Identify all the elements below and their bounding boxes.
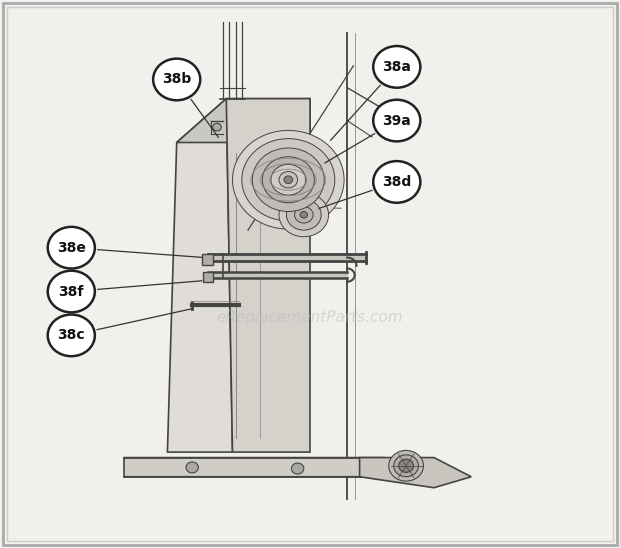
Circle shape [373,161,420,203]
Circle shape [284,176,293,184]
Circle shape [394,455,418,477]
Circle shape [48,271,95,312]
Polygon shape [167,99,232,452]
Circle shape [48,315,95,356]
Circle shape [286,199,321,230]
Circle shape [48,227,95,269]
Circle shape [242,139,335,221]
FancyBboxPatch shape [202,254,213,265]
Circle shape [252,148,324,212]
Circle shape [279,193,329,237]
Circle shape [279,172,298,188]
Circle shape [373,100,420,141]
Circle shape [186,462,198,473]
Circle shape [373,46,420,88]
Circle shape [153,59,200,100]
Text: 38d: 38d [382,175,412,189]
Polygon shape [226,99,310,452]
Polygon shape [124,458,422,477]
Text: eReplacementParts.com: eReplacementParts.com [216,310,404,326]
FancyBboxPatch shape [203,272,213,282]
Circle shape [389,450,423,481]
Circle shape [232,130,344,229]
Text: 38c: 38c [58,328,85,342]
Text: 38a: 38a [383,60,411,74]
Circle shape [294,207,313,223]
Circle shape [291,463,304,474]
Circle shape [213,123,221,131]
Text: 39a: 39a [383,113,411,128]
Text: 38e: 38e [57,241,86,255]
Circle shape [262,157,314,203]
Text: 38f: 38f [59,284,84,299]
Circle shape [399,459,414,472]
Text: 38b: 38b [162,72,192,87]
Polygon shape [177,99,310,142]
Circle shape [300,212,308,218]
Circle shape [271,164,306,195]
Polygon shape [360,458,471,488]
